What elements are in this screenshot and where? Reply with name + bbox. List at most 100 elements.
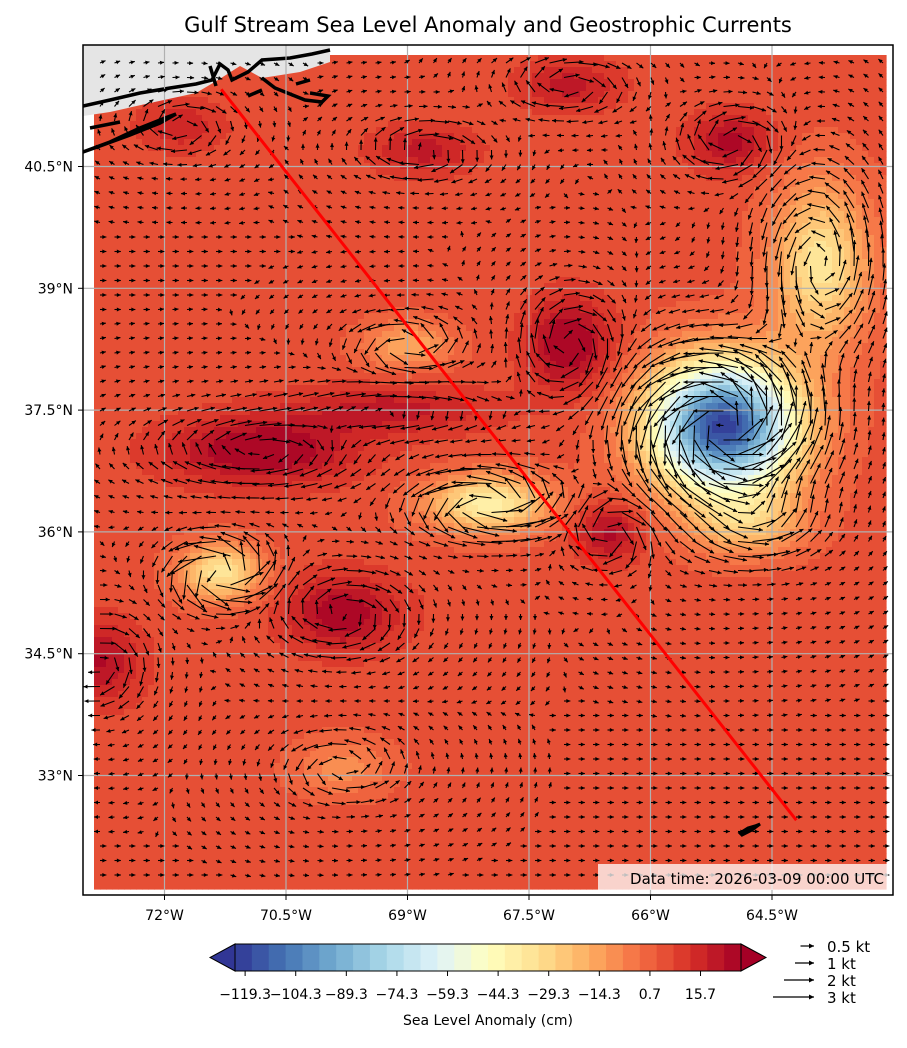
- sla-cell: [454, 61, 461, 68]
- sla-cell: [328, 121, 335, 128]
- sla-cell: [856, 217, 863, 224]
- sla-cell: [850, 169, 857, 176]
- sla-cell: [118, 151, 125, 158]
- sla-cell: [838, 157, 845, 164]
- sla-cell: [112, 169, 119, 176]
- sla-cell: [220, 259, 227, 266]
- sla-cell: [256, 115, 263, 122]
- sla-cell: [850, 121, 857, 128]
- sla-cell: [568, 199, 575, 206]
- sla-cell: [226, 247, 233, 254]
- sla-cell: [256, 241, 263, 248]
- sla-cell: [220, 79, 227, 86]
- sla-cell: [652, 217, 659, 224]
- sla-cell: [574, 253, 581, 260]
- sla-cell: [490, 109, 497, 116]
- sla-cell: [670, 211, 677, 218]
- sla-cell: [802, 157, 809, 164]
- sla-cell: [358, 241, 365, 248]
- sla-cell: [424, 79, 431, 86]
- sla-cell: [658, 259, 665, 266]
- sla-cell: [454, 145, 461, 152]
- sla-cell: [190, 97, 197, 104]
- sla-cell: [820, 169, 827, 176]
- sla-cell: [844, 79, 851, 86]
- sla-cell: [736, 199, 743, 206]
- sla-cell: [376, 265, 383, 272]
- sla-cell: [868, 109, 875, 116]
- sla-cell: [574, 67, 581, 74]
- sla-cell: [700, 79, 707, 86]
- sla-cell: [484, 265, 491, 272]
- sla-cell: [304, 85, 311, 92]
- sla-cell: [274, 253, 281, 260]
- sla-cell: [112, 205, 119, 212]
- sla-cell: [430, 79, 437, 86]
- sla-cell: [160, 205, 167, 212]
- sla-cell: [382, 85, 389, 92]
- sla-cell: [634, 193, 641, 200]
- sla-cell: [700, 169, 707, 176]
- sla-cell: [208, 115, 215, 122]
- sla-cell: [658, 73, 665, 80]
- sla-cell: [232, 229, 239, 236]
- sla-cell: [652, 151, 659, 158]
- sla-cell: [694, 97, 701, 104]
- sla-cell: [286, 151, 293, 158]
- sla-cell: [340, 97, 347, 104]
- sla-cell: [784, 133, 791, 140]
- sla-cell: [130, 199, 137, 206]
- sla-cell: [322, 259, 329, 266]
- sla-cell: [820, 97, 827, 104]
- sla-cell: [484, 91, 491, 98]
- sla-cell: [196, 247, 203, 254]
- sla-cell: [514, 61, 521, 68]
- sla-cell: [478, 169, 485, 176]
- sla-cell: [604, 229, 611, 236]
- sla-cell: [106, 133, 113, 140]
- sla-cell: [652, 205, 659, 212]
- sla-cell: [652, 139, 659, 146]
- sla-cell: [376, 181, 383, 188]
- sla-cell: [760, 79, 767, 86]
- sla-cell: [178, 247, 185, 254]
- sla-cell: [640, 259, 647, 266]
- sla-cell: [484, 73, 491, 80]
- sla-cell: [832, 79, 839, 86]
- sla-cell: [688, 91, 695, 98]
- sla-cell: [460, 97, 467, 104]
- sla-cell: [826, 139, 833, 146]
- sla-cell: [568, 181, 575, 188]
- sla-cell: [472, 79, 479, 86]
- sla-cell: [604, 85, 611, 92]
- sla-cell: [550, 151, 557, 158]
- sla-cell: [742, 85, 749, 92]
- sla-cell: [478, 115, 485, 122]
- sla-cell: [238, 79, 245, 86]
- sla-cell: [856, 199, 863, 206]
- sla-cell: [826, 73, 833, 80]
- sla-cell: [742, 253, 749, 260]
- sla-cell: [730, 235, 737, 242]
- sla-cell: [106, 223, 113, 230]
- sla-cell: [544, 241, 551, 248]
- sla-cell: [820, 55, 827, 62]
- sla-cell: [838, 61, 845, 68]
- sla-cell: [394, 55, 401, 62]
- sla-cell: [658, 229, 665, 236]
- sla-cell: [352, 103, 359, 110]
- sla-cell: [628, 55, 635, 62]
- sla-cell: [652, 103, 659, 110]
- sla-cell: [736, 217, 743, 224]
- sla-cell: [604, 151, 611, 158]
- sla-cell: [418, 157, 425, 164]
- sla-cell: [310, 241, 317, 248]
- sla-cell: [316, 67, 323, 74]
- sla-cell: [562, 97, 569, 104]
- sla-cell: [436, 223, 443, 230]
- sla-cell: [154, 259, 161, 266]
- sla-cell: [706, 211, 713, 218]
- sla-cell: [652, 175, 659, 182]
- sla-cell: [640, 235, 647, 242]
- sla-cell: [262, 253, 269, 260]
